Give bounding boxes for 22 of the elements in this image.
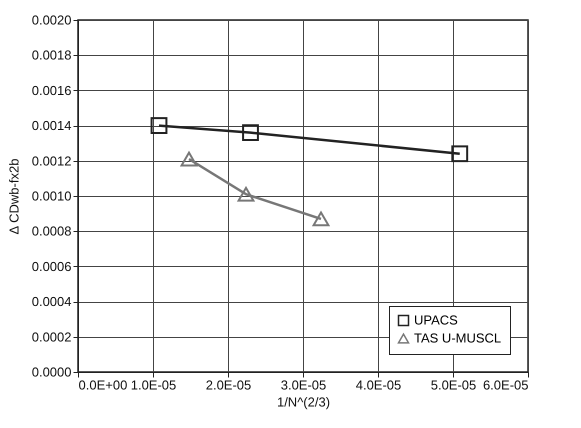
x-tick-label: 1.0E-05	[130, 378, 176, 392]
x-tick-label: 0.0E+00	[78, 378, 128, 392]
x-tick-label: 2.0E-05	[206, 378, 252, 392]
y-tick-label: 0.0004	[32, 294, 72, 310]
y-tick-label: 0.0018	[32, 48, 72, 63]
legend-label: TAS U-MUSCL	[414, 330, 502, 346]
x-tick-label: 4.0E-05	[356, 378, 402, 392]
x-axis-title: 1/N^(2/3)	[276, 394, 330, 410]
y-tick-label: 0.0016	[32, 82, 72, 98]
y-tick-label: 0.0020	[32, 12, 72, 28]
y-tick-label: 0.0000	[32, 364, 72, 380]
y-tick-label: 0.0012	[32, 153, 72, 168]
y-tick-label: 0.0008	[32, 224, 72, 239]
legend-label: UPACS	[414, 312, 458, 328]
y-tick-label: 0.0014	[32, 118, 72, 134]
x-tick-label: 6.0E-05	[482, 378, 528, 392]
x-tick-label: 3.0E-05	[280, 378, 326, 392]
y-tick-label: 0.0002	[32, 329, 72, 344]
y-tick-label: 0.0010	[32, 188, 72, 204]
y-axis-title: Δ CDwb-fx2b	[6, 158, 22, 234]
y-tick-label: 0.0006	[32, 258, 72, 274]
x-tick-label: 5.0E-05	[430, 378, 476, 392]
